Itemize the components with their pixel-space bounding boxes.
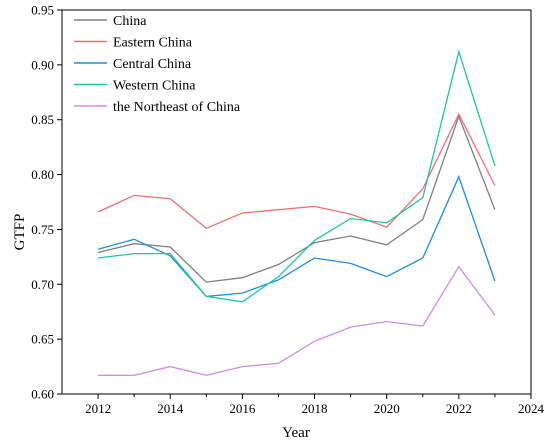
series-line-5: [98, 265, 496, 376]
legend-label: Central China: [113, 57, 192, 72]
x-tick-label: 2016: [229, 401, 256, 416]
y-axis-title: GTFP: [12, 214, 28, 251]
y-tick-label: 0.90: [31, 57, 54, 72]
series-lines: [97, 49, 496, 376]
legend-label: the Northeast of China: [113, 100, 241, 115]
y-tick-label: 0.95: [31, 3, 54, 18]
x-tick-label: 2014: [157, 401, 184, 416]
y-tick-label: 0.65: [31, 332, 54, 347]
x-tick-label: 2022: [446, 401, 472, 416]
plot-border: [61, 9, 532, 395]
y-tick-label: 0.85: [31, 112, 54, 127]
x-tick-label: 2020: [374, 401, 400, 416]
y-tick-label: 0.75: [31, 222, 54, 237]
x-tick-label: 2012: [85, 401, 111, 416]
series-line-3: [97, 175, 496, 298]
y-tick-label: 0.80: [31, 167, 54, 182]
x-axis: 2012 2014 2016 2018 2020 2022 2024: [85, 394, 545, 416]
y-tick-label: 0.60: [31, 387, 54, 402]
series-line-4: [98, 49, 496, 303]
legend-label: Eastern China: [113, 36, 193, 51]
x-tick-label: 2018: [302, 401, 328, 416]
legend-label: Western China: [113, 79, 196, 94]
x-tick-label: 2024: [518, 401, 545, 416]
x-axis-title: Year: [282, 425, 310, 441]
legend-label: China: [113, 14, 147, 29]
y-axis: 0.60 0.65 0.70 0.75 0.80 0.85 0.90 0.95: [31, 3, 62, 402]
series-line-2: [97, 112, 496, 230]
series-line-1: [97, 114, 496, 283]
plot-frame: [61, 9, 532, 395]
y-tick-label: 0.70: [31, 277, 54, 292]
legend: China Eastern China Central China Western C…: [74, 14, 241, 115]
